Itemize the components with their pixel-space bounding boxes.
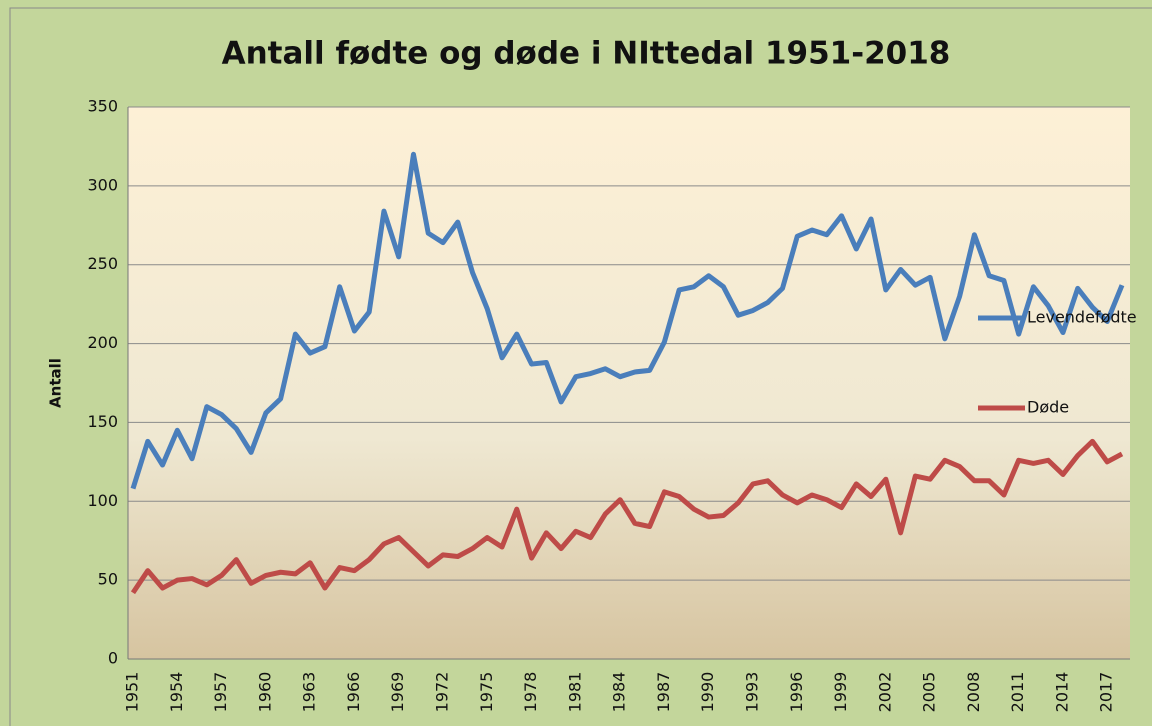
- y-axis-label: Antall: [47, 358, 65, 408]
- y-tick-label: 250: [87, 254, 118, 273]
- x-tick-label: 1993: [742, 672, 761, 713]
- x-tick-label: 1975: [477, 672, 496, 713]
- x-tick-label: 2002: [875, 672, 894, 713]
- legend-label: Døde: [1027, 398, 1069, 417]
- y-tick-label: 150: [87, 412, 118, 431]
- x-tick-label: 1966: [344, 672, 363, 713]
- x-tick-label: 2011: [1008, 672, 1027, 713]
- y-tick-label: 100: [87, 491, 118, 510]
- x-tick-label: 1978: [521, 672, 540, 713]
- x-tick-label: 1951: [123, 672, 142, 713]
- plot-area: [128, 107, 1130, 659]
- x-tick-label: 1990: [698, 672, 717, 713]
- x-tick-label: 2017: [1097, 672, 1116, 713]
- y-tick-label: 0: [108, 649, 118, 668]
- y-tick-label: 350: [87, 97, 118, 116]
- x-tick-label: 1954: [167, 672, 186, 713]
- series-line: [130, 438, 1124, 595]
- x-tick-label: 1960: [255, 672, 274, 713]
- x-tick-label: 1972: [432, 672, 451, 713]
- series-line: [130, 151, 1125, 490]
- chart-title: Antall fødte og døde i NIttedal 1951-201…: [222, 36, 951, 72]
- x-tick-label: 2008: [964, 672, 983, 713]
- x-tick-label: 1984: [610, 672, 629, 713]
- frame: [9, 7, 1152, 726]
- y-tick-label: 50: [98, 570, 118, 589]
- x-tick-label: 1957: [211, 672, 230, 713]
- legend-label: Levendefødte: [1027, 308, 1137, 327]
- x-tick-label: 1969: [388, 672, 407, 713]
- x-tick-label: 1963: [300, 672, 319, 713]
- x-tick-label: 1981: [565, 672, 584, 713]
- x-tick-label: 2014: [1052, 672, 1071, 713]
- y-tick-label: 300: [87, 175, 118, 194]
- x-tick-label: 1996: [787, 672, 806, 713]
- y-tick-label: 200: [87, 333, 118, 352]
- x-tick-label: 1999: [831, 672, 850, 713]
- x-tick-label: 2005: [920, 672, 939, 713]
- x-tick-label: 1987: [654, 672, 673, 713]
